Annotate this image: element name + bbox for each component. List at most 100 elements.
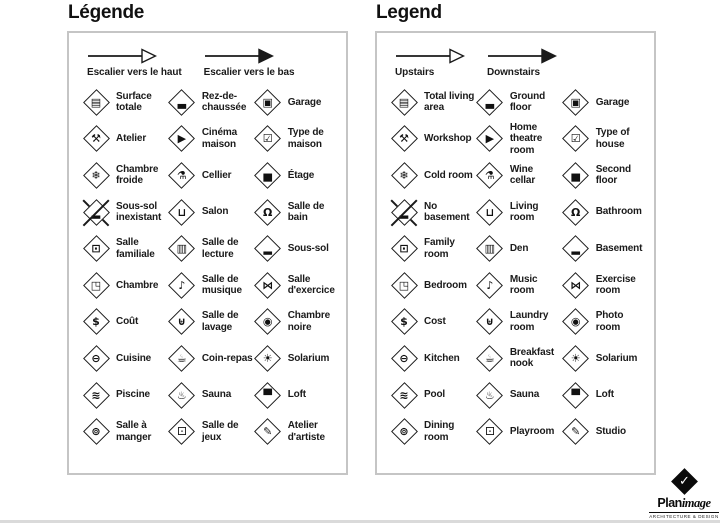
no-basement-icon: ▂ [81,197,111,227]
living-room-icon: ⊔ [167,197,197,227]
arrow-label: Upstairs [395,67,435,78]
total-living-area-icon: ▤ [389,87,419,117]
cost-icon: $ [81,307,111,337]
legend-item: ▶ Cinéma maison [167,124,253,154]
planimage-logo: ✓ Planimage ARCHITECTURE & DESIGN [649,468,719,519]
legend-item: ⋈ Exercise room [561,270,650,300]
living-room-icon: ⊔ [475,197,505,227]
legend-item-label: Salle à manger [116,420,152,443]
icon-glyph: ≋ [399,388,409,402]
icon-glyph: ⚗ [484,168,495,182]
icon-glyph: ⊚ [399,425,409,439]
breakfast-nook-icon: ☕ [475,343,505,373]
legend-item-label: Sauna [509,389,540,401]
bedroom-icon: ◳ [81,270,111,300]
legend-item-label: Sauna [201,389,232,401]
icon-glyph: ⊎ [177,315,187,329]
icon-glyph: ▣ [262,95,273,109]
legend-item-label: Cuisine [116,352,152,364]
legend-item: ◉ Photo room [561,307,650,337]
legend-item-label: Salle de bain [287,200,325,224]
legend-item: ▂ Sous-sol [253,234,342,264]
icon-glyph: ◉ [262,315,273,329]
legend-item-label: Atelier [116,133,147,145]
legend-item-label: Salle de musique [201,273,242,297]
legend-item-label: Studio [595,425,626,437]
legend-item: ⊚ Dining room [389,417,475,447]
legend-item-label: Salle familiale [116,237,155,260]
garage-icon: ▣ [253,87,283,117]
icon-glyph: ☑ [570,132,581,146]
icon-glyph: ⊚ [91,425,101,439]
playroom-icon: ⚀ [475,417,505,447]
diamond-outline [390,198,418,226]
legend-item-label: Étage [287,169,315,181]
planimage-logo-icon: ✓ [670,468,698,495]
downstairs-arrow-icon [204,48,295,64]
icon-glyph: ☕ [176,351,187,365]
solarium-icon: ☀ [253,343,283,373]
bedroom-icon: ◳ [389,270,419,300]
icon-glyph: ☀ [262,351,273,365]
icon-glyph: ❄ [91,168,101,182]
arrow-row: Escalier vers le haut Escalier vers le ba… [81,35,342,80]
icon-glyph: ♪ [178,278,186,292]
dining-room-icon: ⊚ [81,417,111,447]
legend-item: ▅ Second floor [561,160,650,190]
icon-glyph: ⊖ [91,351,101,365]
legend-item-label: Music room [509,273,538,297]
laundry-room-icon: ⊎ [167,307,197,337]
legend-item-label: Pool [424,389,446,401]
legend-grid: ▤ Surface totale ▃ Rez-de-chaussée ▣ Garage ⚒ A… [81,84,342,450]
icon-glyph: ▥ [484,242,496,256]
legend-item: ⊡ Salle familiale [81,234,167,264]
legend-item: ≋ Piscine [81,380,167,410]
legend-item-label: Sous-sol inexistant [116,200,162,224]
icon-glyph: $ [400,315,408,329]
legend-item-label: Total living area [424,90,475,114]
legend-item-label: Salle de lavage [201,310,239,333]
legend-title-french: Légende [68,2,145,23]
icon-glyph: Ω [263,205,273,219]
icon-glyph: ▶ [485,132,495,146]
legend-item-label: Type de maison [287,127,324,150]
legend-item-label: Second floor [595,163,631,187]
photo-room-icon: ◉ [253,307,283,337]
icon-glyph: ⊔ [485,205,495,219]
type-of-house-icon: ☑ [253,124,283,154]
upstairs-arrow-icon [395,48,466,64]
legend-item: ▅ Étage [253,160,342,190]
kitchen-icon: ⊖ [81,343,111,373]
sauna-icon: ♨ [167,380,197,410]
icon-glyph: ⊡ [399,242,409,256]
laundry-room-icon: ⊎ [475,307,505,337]
legend-item: ⚗ Wine cellar [475,160,561,190]
workshop-icon: ⚒ [81,124,111,154]
legend-item-label: Surface totale [116,90,152,114]
legend-item-label: Atelier d'artiste [287,420,325,443]
legend-item-label: Playroom [509,425,555,437]
check-icon: ✓ [678,474,690,489]
legend-item: ⋈ Salle d'exercice [253,270,342,300]
legend-item: ✎ Studio [561,417,650,447]
studio-icon: ✎ [561,417,591,447]
legend-title-english: Legend [376,2,442,23]
icon-glyph: ◉ [570,315,581,329]
legend-item-label: Cinéma maison [201,127,238,150]
legend-item-label: Cellier [201,169,232,181]
loft-icon: ▀ [561,380,591,410]
bathroom-icon: Ω [253,197,283,227]
legend-item: ▃ Rez-de-chaussée [167,87,253,117]
legend-item-label: Salle d'exercice [287,273,335,297]
solarium-icon: ☀ [561,343,591,373]
icon-glyph: ⋈ [262,278,274,292]
legend-item-label: Home theatre room [509,121,543,156]
icon-glyph: ▶ [177,132,187,146]
icon-glyph: $ [92,315,100,329]
icon-glyph: ▂ [91,205,101,219]
legend-item-label: Chambre noire [287,310,330,333]
legend-item-label: Basement [595,242,643,254]
icon-glyph: ⊖ [399,351,409,365]
legend-item: ☀ Solarium [561,343,650,373]
